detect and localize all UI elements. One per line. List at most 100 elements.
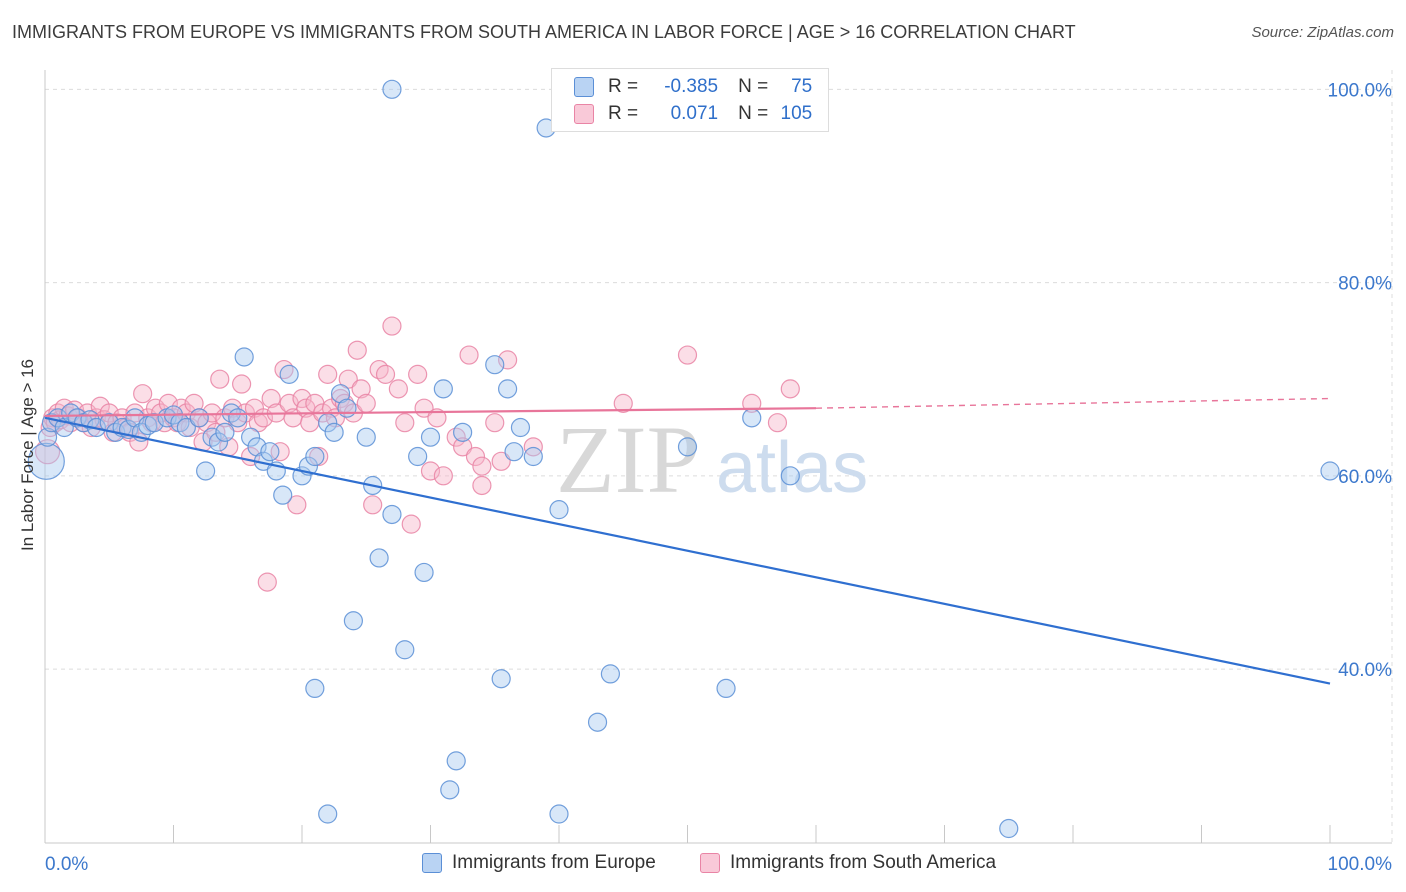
bottom-legend-south-america: Immigrants from South America bbox=[700, 852, 996, 874]
europe-point bbox=[999, 818, 1019, 839]
south-america-point bbox=[232, 374, 252, 394]
south-america-swatch-icon bbox=[700, 853, 720, 873]
south-america-point bbox=[388, 379, 408, 399]
south-america-point bbox=[270, 442, 290, 462]
chart-title: IMMIGRANTS FROM EUROPE VS IMMIGRANTS FRO… bbox=[12, 22, 1076, 42]
europe-point bbox=[318, 804, 338, 824]
europe-point bbox=[189, 408, 209, 428]
south-america-point bbox=[158, 393, 178, 413]
legend-n-label: N = bbox=[738, 103, 769, 124]
europe-point bbox=[510, 417, 531, 438]
south-america-point bbox=[292, 388, 312, 409]
points-layer bbox=[27, 79, 1340, 839]
south-america-point bbox=[472, 475, 492, 496]
europe-swatch-icon bbox=[422, 853, 442, 873]
south-america-point bbox=[677, 345, 698, 365]
europe-point bbox=[408, 446, 428, 467]
chart-source: Source: ZipAtlas.com bbox=[1251, 24, 1394, 41]
south-america-point bbox=[125, 403, 145, 423]
europe-point bbox=[485, 355, 505, 375]
europe-point bbox=[440, 780, 460, 800]
south-america-point bbox=[347, 340, 367, 360]
europe-point bbox=[1320, 461, 1340, 481]
europe-swatch-icon bbox=[574, 77, 594, 97]
europe-point bbox=[279, 364, 299, 384]
europe-point bbox=[523, 446, 543, 467]
europe-point bbox=[27, 442, 65, 480]
europe-point bbox=[491, 669, 511, 689]
south-america-point bbox=[408, 364, 428, 384]
grid-layer bbox=[45, 70, 1393, 843]
legend-n-label: N = bbox=[738, 76, 769, 97]
legend-n-value: 105 bbox=[780, 103, 813, 124]
europe-point bbox=[144, 413, 164, 433]
south-america-point bbox=[491, 451, 511, 471]
y-tick-label: 80.0% bbox=[1338, 274, 1392, 295]
europe-point bbox=[716, 678, 736, 699]
south-america-point bbox=[257, 572, 277, 592]
europe-point bbox=[780, 466, 800, 486]
south-america-point bbox=[465, 446, 486, 467]
south-america-point bbox=[202, 403, 222, 423]
south-america-swatch-icon bbox=[574, 104, 594, 124]
south-america-point bbox=[472, 456, 492, 476]
legend-n-value: 75 bbox=[791, 76, 813, 97]
europe-trend-line bbox=[44, 416, 1331, 685]
south-america-point bbox=[613, 393, 633, 413]
legend-row-south-america: R = 0.071 N = 105 bbox=[574, 101, 812, 127]
y-tick-label: 100.0% bbox=[1328, 80, 1393, 101]
europe-point bbox=[395, 640, 415, 660]
europe-point bbox=[446, 751, 466, 771]
europe-point bbox=[324, 422, 344, 442]
europe-point bbox=[196, 461, 216, 481]
europe-point bbox=[433, 379, 453, 399]
legend-south-america-label: Immigrants from South America bbox=[730, 852, 997, 873]
y-axis-label: In Labor Force | Age > 16 bbox=[18, 358, 37, 552]
europe-point bbox=[420, 427, 441, 447]
south-america-trend-line bbox=[44, 407, 817, 418]
south-america-point bbox=[382, 316, 402, 336]
legend-r-label: R = bbox=[608, 103, 639, 124]
europe-point bbox=[241, 427, 261, 447]
europe-point bbox=[215, 422, 235, 442]
south-america-point bbox=[427, 408, 447, 428]
south-america-point bbox=[133, 384, 153, 404]
south-america-point bbox=[767, 413, 788, 433]
europe-point bbox=[176, 417, 196, 438]
watermark-atlas: atlas bbox=[716, 428, 868, 508]
south-america-point bbox=[780, 379, 800, 399]
europe-point bbox=[587, 712, 608, 732]
europe-point bbox=[356, 427, 376, 447]
europe-point bbox=[549, 500, 569, 520]
europe-point bbox=[549, 804, 569, 824]
south-america-point bbox=[184, 393, 204, 413]
legend-r-value: -0.385 bbox=[664, 76, 719, 97]
legend-europe-label: Immigrants from Europe bbox=[452, 852, 656, 873]
europe-point bbox=[343, 611, 363, 631]
south-america-point bbox=[210, 369, 230, 389]
south-america-point bbox=[363, 495, 383, 515]
legend-r-value: 0.071 bbox=[670, 103, 719, 124]
watermark: ZIP atlas bbox=[556, 406, 868, 513]
europe-point bbox=[305, 446, 325, 467]
south-america-point bbox=[523, 437, 543, 457]
south-america-point bbox=[498, 350, 518, 370]
south-america-point bbox=[433, 466, 453, 486]
south-america-point bbox=[420, 461, 441, 481]
axis-layer bbox=[44, 70, 1392, 844]
europe-point bbox=[382, 504, 402, 525]
south-america-point bbox=[99, 403, 119, 423]
south-america-point bbox=[318, 364, 338, 384]
south-america-point bbox=[356, 393, 376, 413]
europe-point bbox=[742, 408, 762, 428]
south-america-point bbox=[401, 514, 421, 534]
correlation-legend: R = -0.385 N = 75 R = 0.071 N = 105 bbox=[551, 68, 829, 132]
europe-point bbox=[260, 442, 280, 462]
europe-point bbox=[382, 79, 402, 99]
europe-point bbox=[677, 437, 698, 457]
y-tick-label: 60.0% bbox=[1338, 467, 1392, 488]
europe-point bbox=[228, 408, 248, 428]
x-tick-label: 0.0% bbox=[45, 854, 88, 875]
south-america-point bbox=[261, 388, 281, 409]
